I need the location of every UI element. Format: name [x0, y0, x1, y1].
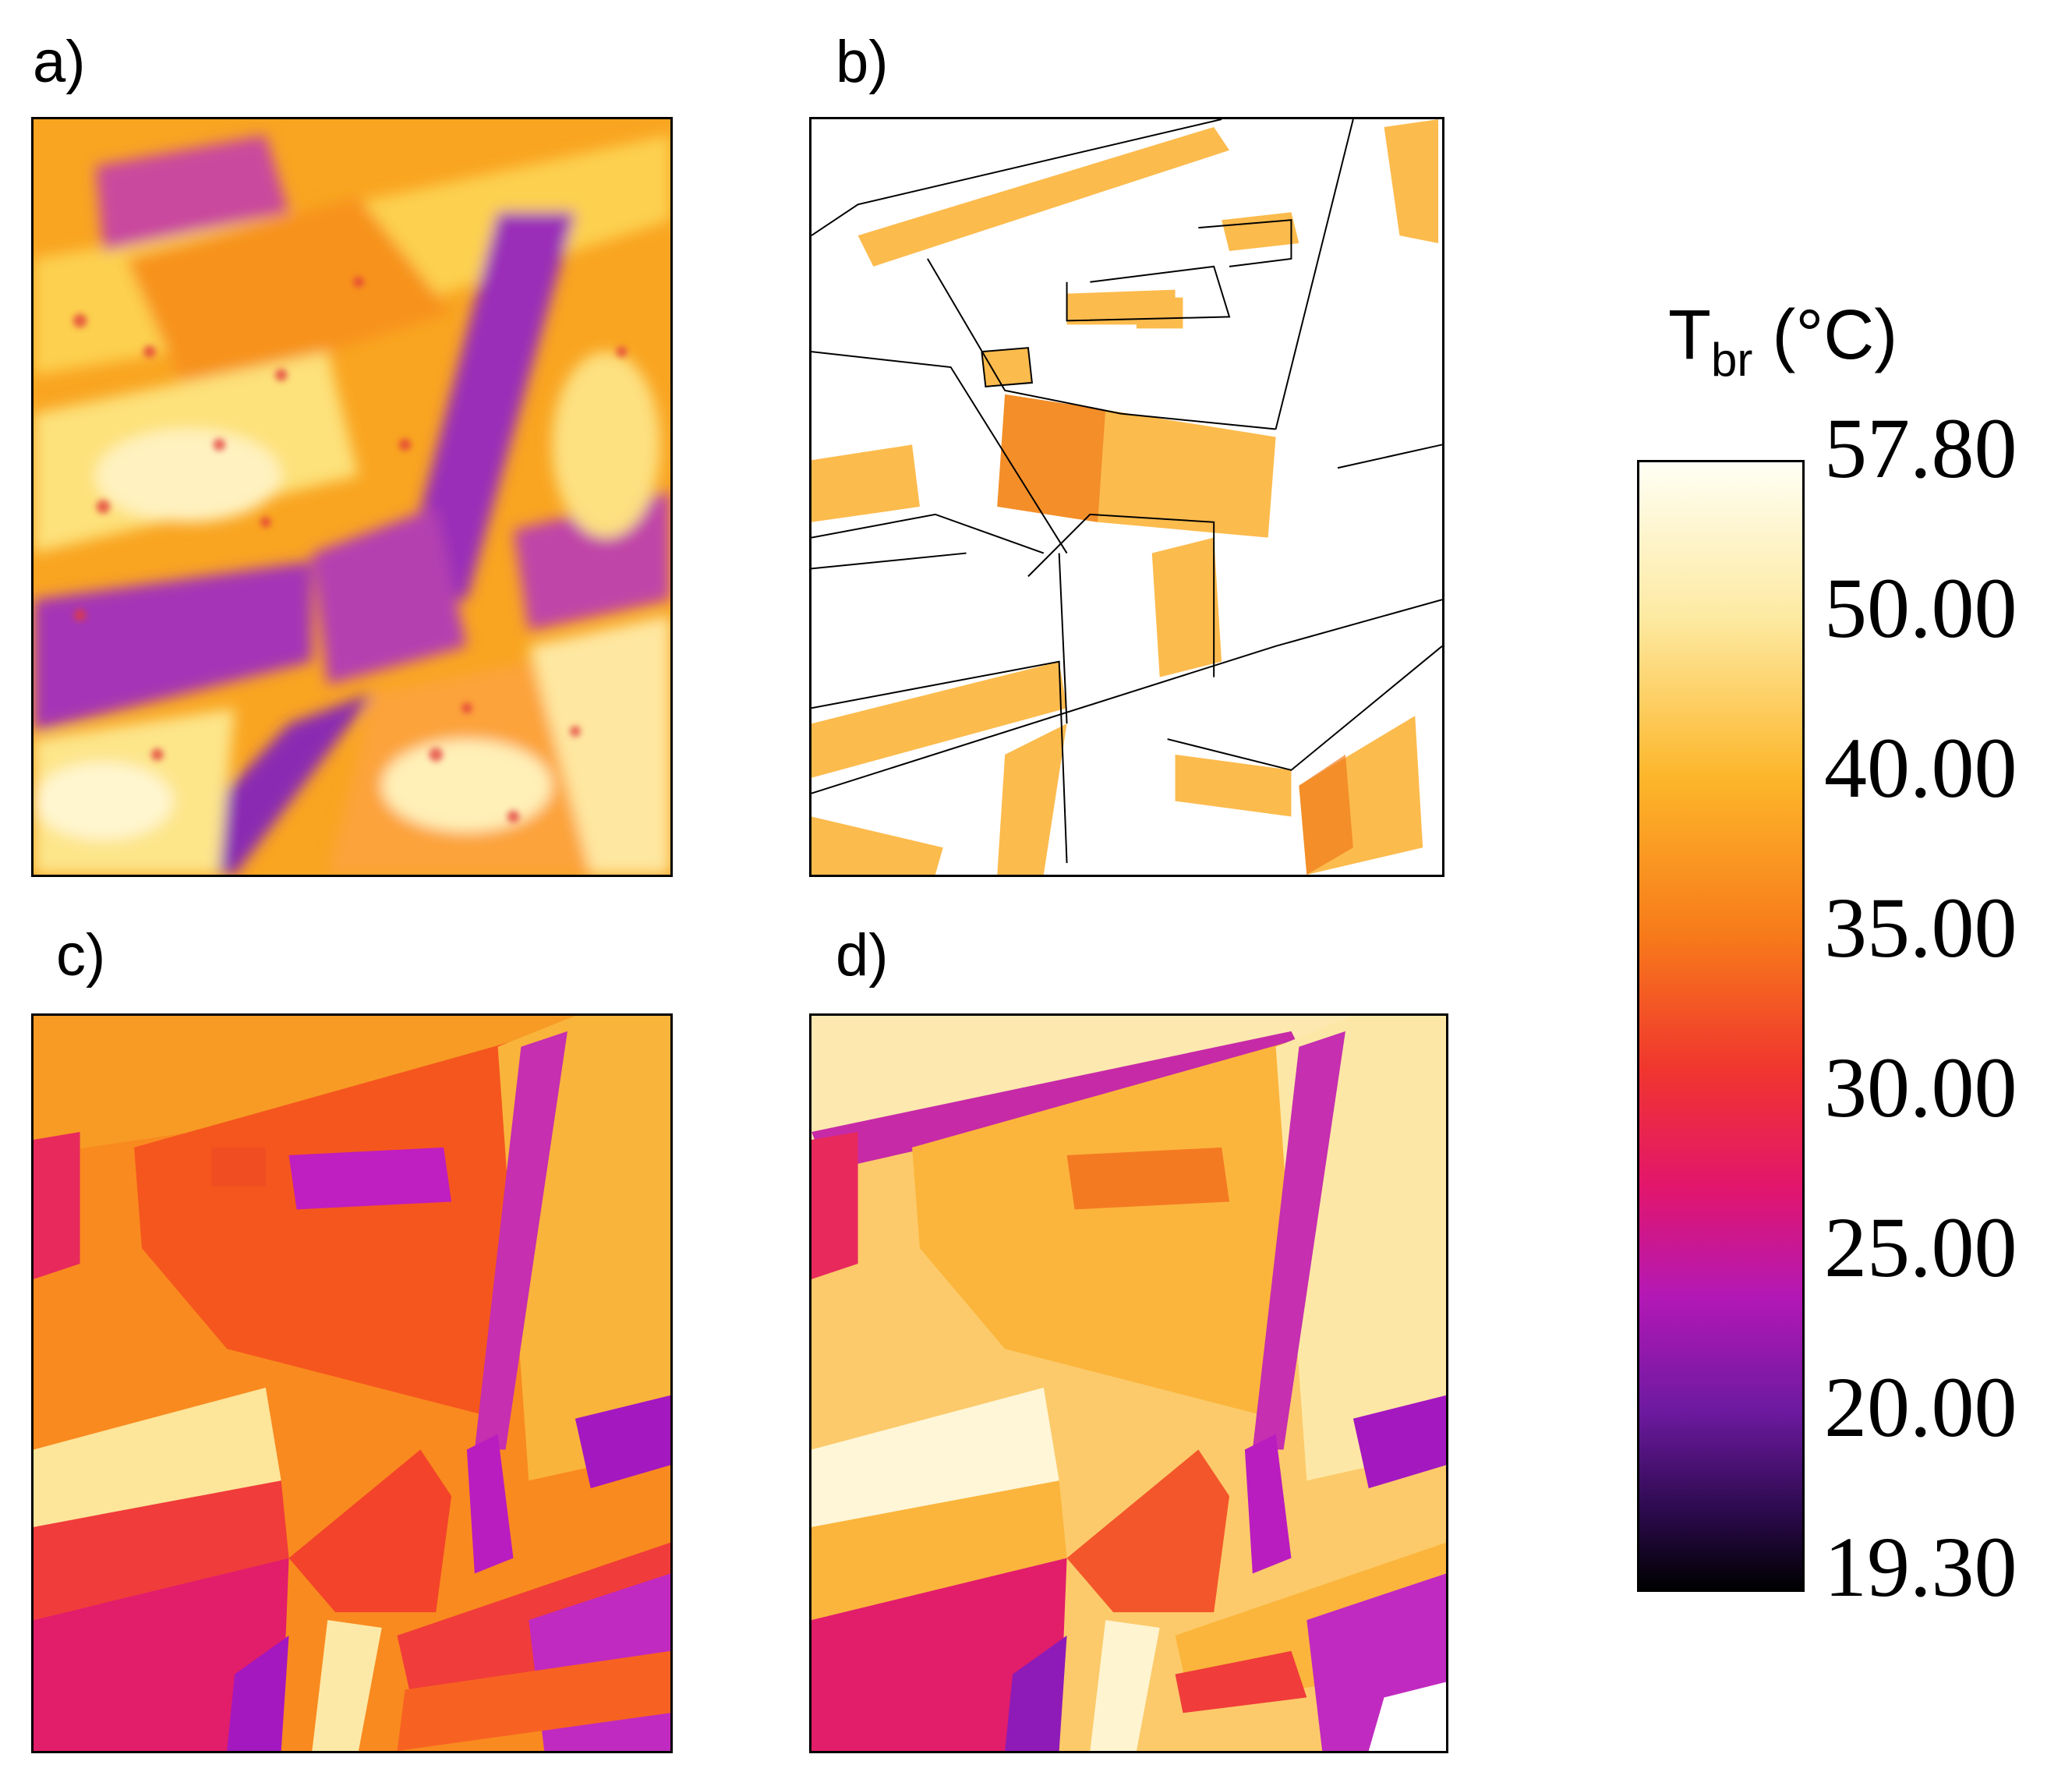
thermal-image-panel-d: [809, 1013, 1448, 1753]
colorbar-tick: 30.00: [1824, 1040, 2017, 1135]
colorbar-tick: 57.80: [1824, 401, 2017, 496]
colorbar-tick: 25.00: [1824, 1200, 2017, 1295]
thermal-image-d: [811, 1016, 1446, 1751]
thermal-image-a: [34, 119, 670, 875]
thermal-image-b: [811, 119, 1442, 875]
panel-label-a: a): [33, 29, 86, 95]
colorbar-tick: 19.30: [1824, 1519, 2017, 1614]
colorbar-tick: 50.00: [1824, 561, 2017, 656]
colorbar-tick: 40.00: [1824, 720, 2017, 815]
panel-label-c: c): [56, 922, 106, 988]
panel-label-d: d): [836, 922, 889, 988]
thermal-image-panel-b: [809, 117, 1444, 877]
panel-label-b: b): [836, 29, 889, 95]
colorbar-title: Tbr (°C): [1668, 300, 1897, 384]
thermal-image-c: [34, 1016, 670, 1751]
colorbar-title-main: T: [1668, 296, 1711, 374]
colorbar-tick: 35.00: [1824, 880, 2017, 975]
thermal-image-panel-a: [31, 117, 673, 877]
colorbar-title-unit: (°C): [1752, 296, 1898, 374]
colorbar-title-subscript: br: [1710, 334, 1753, 386]
thermal-image-panel-c: [31, 1013, 673, 1753]
colorbar-tick: 20.00: [1824, 1360, 2017, 1455]
colorbar: [1637, 460, 1805, 1592]
